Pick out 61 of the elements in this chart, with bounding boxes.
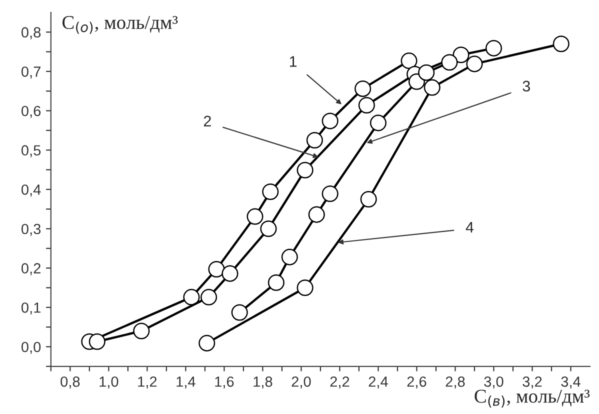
point bbox=[222, 265, 238, 282]
y-tick-label: 0,6 bbox=[21, 106, 41, 118]
point bbox=[183, 288, 200, 306]
x-tick-label: 2,4 bbox=[368, 376, 388, 389]
y-tick-label: 0,0 bbox=[21, 342, 41, 354]
x-tick-label: 1,8 bbox=[254, 376, 272, 389]
y-tick-label: 0,2 bbox=[21, 263, 40, 276]
annotation: 1 bbox=[290, 56, 297, 67]
point bbox=[268, 274, 284, 291]
point bbox=[231, 304, 248, 321]
x-tick-label: 1,4 bbox=[176, 376, 196, 389]
x-tick-label: 0,8 bbox=[60, 376, 80, 389]
point bbox=[358, 96, 375, 114]
point bbox=[322, 112, 338, 130]
point bbox=[306, 132, 323, 149]
x-tick-label: 1,2 bbox=[138, 376, 157, 389]
point bbox=[418, 64, 435, 81]
x-tick-label: 2,8 bbox=[446, 376, 465, 389]
x-tick-label: 3,0 bbox=[484, 376, 504, 389]
point bbox=[408, 73, 425, 90]
point bbox=[260, 220, 277, 237]
point bbox=[485, 40, 502, 56]
x-tick-label: 1,6 bbox=[215, 376, 234, 389]
y-tick-label: 0,8 bbox=[21, 27, 41, 40]
x-tick-label: 1,0 bbox=[100, 376, 118, 389]
point bbox=[296, 279, 314, 296]
point bbox=[88, 333, 106, 350]
y-axis-title: C$_{(o)}$, моль/дм³ bbox=[62, 16, 178, 34]
point bbox=[322, 185, 338, 202]
y-tick-label: 0,4 bbox=[21, 184, 41, 197]
point bbox=[370, 114, 386, 132]
x-tick-label: 3,2 bbox=[522, 376, 542, 389]
point bbox=[552, 36, 570, 52]
x-tick-label: 2,6 bbox=[407, 376, 426, 389]
annotation: 3 bbox=[522, 80, 530, 92]
point bbox=[308, 206, 325, 223]
point bbox=[200, 288, 218, 306]
y-tick-label: 0,1 bbox=[21, 302, 40, 315]
point bbox=[400, 52, 418, 70]
point bbox=[354, 80, 372, 97]
point bbox=[246, 208, 264, 225]
x-tick-label: 3,4 bbox=[561, 376, 580, 389]
point bbox=[262, 184, 279, 200]
annotation: 2 bbox=[204, 116, 211, 126]
point bbox=[208, 260, 225, 278]
point bbox=[424, 79, 440, 96]
point bbox=[452, 46, 470, 64]
y-tick-label: 0,5 bbox=[21, 145, 41, 158]
annotation: 4 bbox=[466, 222, 474, 233]
point bbox=[466, 56, 483, 72]
point bbox=[296, 162, 314, 178]
point bbox=[198, 334, 216, 352]
x-tick-label: 2,0 bbox=[292, 376, 311, 389]
point bbox=[281, 248, 298, 266]
point bbox=[360, 190, 377, 208]
x-tick-label: 2,2 bbox=[330, 376, 350, 389]
y-tick-label: 0,3 bbox=[21, 224, 41, 236]
point bbox=[133, 322, 150, 340]
y-tick-label: 0,7 bbox=[21, 66, 40, 79]
x-axis-title: C$_{(в)}$, моль/дм³ bbox=[474, 390, 590, 408]
point bbox=[441, 54, 458, 71]
